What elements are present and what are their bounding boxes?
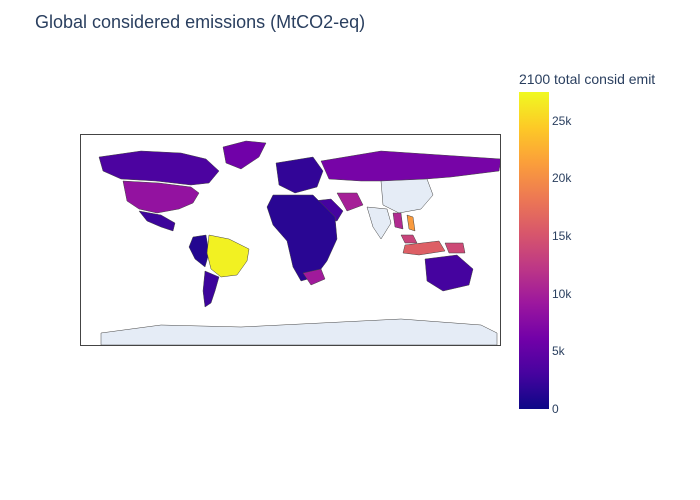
region-russia[interactable]	[320, 150, 500, 182]
region-europe[interactable]	[275, 156, 324, 194]
region-vietnam[interactable]	[406, 214, 416, 232]
region-canada[interactable]	[98, 150, 220, 186]
region-india[interactable]	[366, 206, 392, 240]
region-myanmar[interactable]	[392, 212, 404, 230]
colorbar-tick-label: 0	[552, 402, 559, 416]
region-china[interactable]	[380, 178, 434, 214]
region-australia[interactable]	[424, 254, 474, 292]
map-frame[interactable]	[80, 134, 501, 346]
colorbar-tick-label: 15k	[552, 229, 572, 244]
region-papua-new-guinea[interactable]	[444, 242, 466, 254]
region-south-africa[interactable]	[302, 268, 326, 286]
region-antarctica[interactable]	[100, 318, 498, 345]
chart-title: Global considered emissions (MtCO2-eq)	[35, 12, 366, 32]
region-indonesia[interactable]	[402, 240, 446, 256]
region-malaysia[interactable]	[400, 234, 418, 244]
region-mexico[interactable]	[138, 210, 176, 232]
world-map[interactable]	[81, 135, 500, 345]
colorbar-tick-label: 20k	[552, 171, 572, 186]
region-peru[interactable]	[188, 234, 210, 268]
colorbar-ticks: 0 5k 10k 15k 20k 25k	[552, 92, 612, 416]
colorbar-tick-label: 10k	[552, 286, 572, 301]
region-iran[interactable]	[336, 192, 364, 212]
region-greenland[interactable]	[222, 140, 267, 170]
region-brazil[interactable]	[206, 234, 250, 278]
colorbar-gradient	[519, 92, 549, 409]
region-argentina[interactable]	[202, 270, 220, 308]
colorbar-tick-label: 25k	[552, 113, 572, 128]
region-united-states[interactable]	[122, 180, 200, 214]
colorbar-tick-label: 5k	[552, 344, 565, 359]
colorbar-title: 2100 total consid emit	[519, 71, 656, 87]
